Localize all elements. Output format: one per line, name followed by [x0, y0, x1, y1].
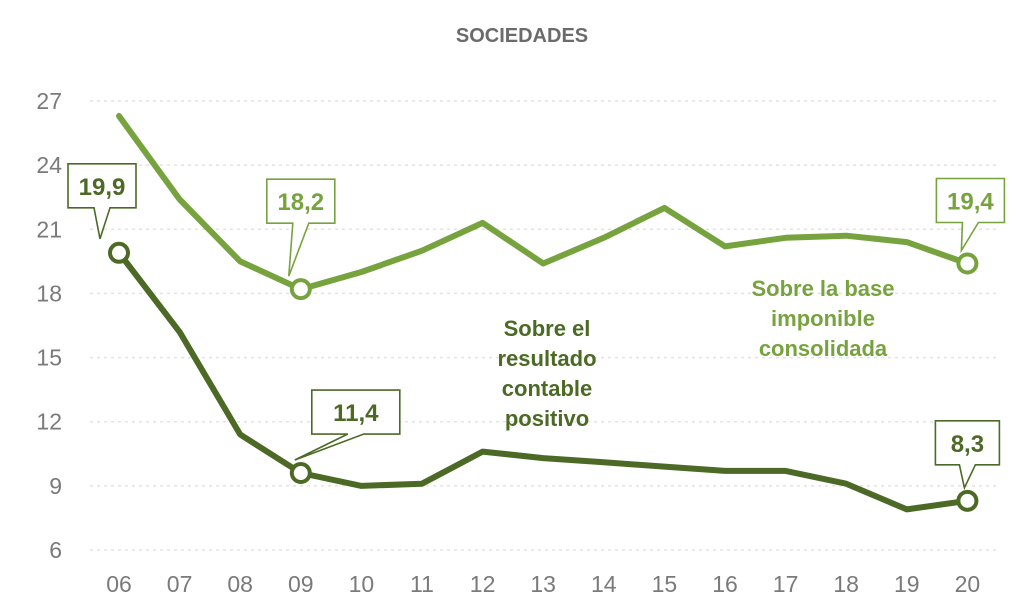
x-tick-label: 17: [773, 571, 799, 597]
x-tick-label: 12: [470, 571, 496, 597]
x-tick-label: 16: [712, 571, 738, 597]
series-label: consolidada: [759, 336, 888, 361]
y-tick-label: 27: [36, 88, 62, 114]
callout-box: [67, 163, 137, 240]
series-labels: Sobre la base imponible consolidada Sobre e…: [497, 276, 894, 431]
callout-box: [294, 389, 401, 461]
callout-value: 11,4: [333, 400, 379, 427]
callout-value: 8,3: [951, 431, 984, 458]
y-tick-label: 15: [36, 345, 62, 371]
x-tick-label: 13: [530, 571, 556, 597]
y-tick-label: 24: [36, 152, 62, 178]
chart-title: SOCIEDADES: [456, 25, 588, 47]
series-label: resultado: [497, 346, 596, 371]
x-tick-label: 18: [833, 571, 859, 597]
x-tick-label: 15: [652, 571, 678, 597]
y-tick-label: 9: [49, 473, 62, 499]
y-tick-label: 6: [49, 537, 62, 563]
x-tick-label: 10: [349, 571, 375, 597]
x-tick-label: 06: [106, 571, 132, 597]
y-tick-label: 21: [36, 216, 62, 242]
x-tick-label: 07: [167, 571, 193, 597]
callout-marker: [289, 462, 312, 485]
callout-marker: [956, 252, 979, 275]
series-lines: [116, 113, 971, 513]
y-tick-label: 18: [36, 280, 62, 306]
callout-marker: [289, 278, 312, 301]
callout-value: 19,4: [947, 188, 994, 215]
callout-marker: [956, 489, 979, 512]
series-label: contable: [502, 376, 592, 401]
y-axis-ticks: 27 24 21 18 15 12 9 6: [36, 88, 62, 563]
x-tick-label: 08: [227, 571, 253, 597]
x-tick-label: 11: [410, 571, 434, 597]
series-label: Sobre el: [504, 316, 591, 341]
x-tick-label: 14: [591, 571, 617, 597]
callout-value: 18,2: [277, 189, 324, 216]
series-label: positivo: [505, 406, 589, 431]
callout-marker: [108, 241, 130, 264]
x-tick-label: 19: [894, 571, 920, 597]
callout-box: [266, 178, 336, 277]
series-line-1: [116, 249, 971, 513]
value-callouts: 18,2 19,4 19,9 11,4 8,3: [67, 163, 1006, 512]
callout-box: [934, 420, 1001, 491]
callout-value: 19,9: [79, 174, 126, 201]
y-tick-label: 12: [36, 409, 62, 435]
x-tick-label: 09: [288, 571, 314, 597]
series-label: imponible: [771, 306, 875, 331]
series-label: Sobre la base: [751, 276, 894, 301]
x-tick-label: 20: [955, 571, 981, 597]
x-axis-ticks: 06 07 08 09 10 11 12 13 14 15 16 17 18 19 20: [106, 571, 980, 597]
series-line-0: [116, 113, 971, 293]
callout-box: [935, 177, 1006, 254]
